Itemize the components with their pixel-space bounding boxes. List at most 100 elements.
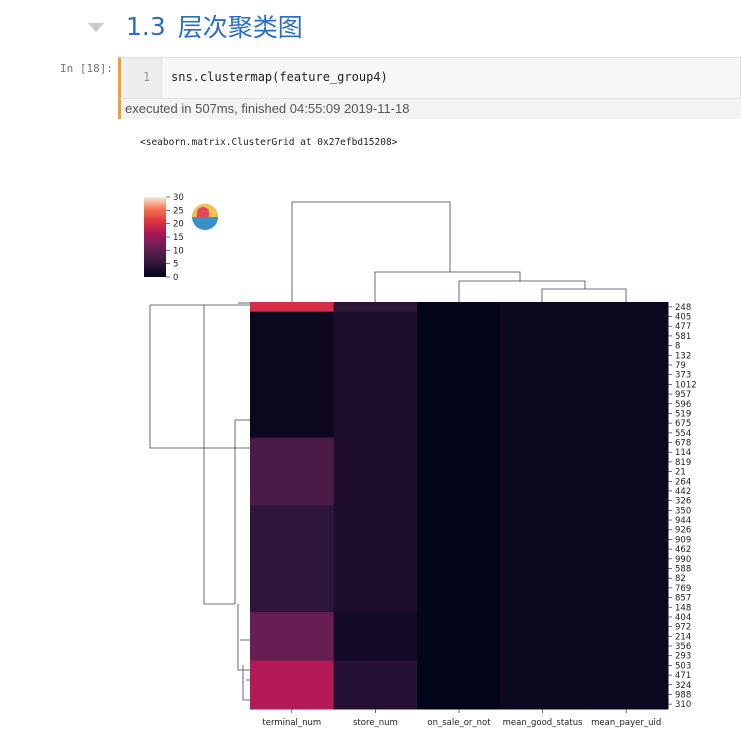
- row-tick-label: 405: [675, 313, 691, 323]
- row-tick-label: 819: [675, 458, 691, 468]
- heatmap-cell: [417, 311, 502, 439]
- row-tick-label: 293: [675, 652, 691, 662]
- row-tick-label: 310: [675, 700, 691, 710]
- heatmap-cell: [333, 302, 418, 313]
- heatmap-cell: [584, 660, 669, 710]
- column-tick-label: mean_payer_uid: [591, 718, 661, 728]
- row-tick-label: 581: [675, 332, 691, 342]
- section-heading: 1.3 层次聚类图: [88, 6, 303, 46]
- row-tick-labels: 2484054775818132793731012957596519675554…: [668, 303, 697, 710]
- heatmap-cell: [333, 437, 418, 506]
- colorbar-tick-labels: 0 5 10 15 20 25 30: [166, 193, 184, 283]
- column-tick-label: store_num: [353, 718, 398, 728]
- heatmap-cell: [250, 437, 335, 506]
- heatmap: [250, 302, 669, 710]
- heatmap-cell: [250, 311, 335, 439]
- row-tick-label: 326: [675, 497, 691, 507]
- chevron-down-icon[interactable]: [88, 22, 104, 32]
- heatmap-cell: [500, 302, 585, 313]
- heatmap-cell: [584, 437, 669, 506]
- colorbar-tick-label: 25: [173, 206, 184, 216]
- heatmap-cell: [500, 612, 585, 662]
- heatmap-cell: [417, 302, 502, 313]
- heatmap-cell: [584, 311, 669, 439]
- collab-icon[interactable]: [192, 204, 218, 230]
- row-tick-label: 214: [675, 632, 691, 642]
- colorbar-tick-label: 30: [173, 193, 184, 203]
- heatmap-cell: [250, 505, 335, 613]
- heatmap-cell: [417, 612, 502, 662]
- row-tick-label: 944: [675, 516, 691, 526]
- heatmap-cell: [584, 302, 669, 313]
- heading-number: 1.3: [126, 11, 166, 41]
- heatmap-cell: [333, 660, 418, 710]
- row-tick-label: 503: [675, 661, 691, 671]
- row-tick-label: 857: [675, 594, 691, 604]
- row-tick-label: 373: [675, 371, 691, 381]
- row-tick-label: 588: [675, 564, 691, 574]
- row-tick-label: 462: [675, 545, 691, 555]
- colorbar-tick-label: 10: [173, 246, 184, 256]
- colorbar-tick-label: 5: [173, 260, 178, 270]
- row-tick-label: 957: [675, 390, 691, 400]
- code-text[interactable]: sns.clustermap(feature_group4): [171, 70, 388, 84]
- row-tick-label: 114: [675, 448, 691, 458]
- line-gutter: [121, 58, 162, 98]
- heatmap-cell: [333, 612, 418, 662]
- row-tick-label: 324: [675, 681, 691, 691]
- heatmap-cell: [500, 660, 585, 710]
- row-tick-label: 596: [675, 400, 691, 410]
- heatmap-cell: [250, 612, 335, 662]
- row-tick-label: 350: [675, 506, 691, 516]
- row-tick-label: 678: [675, 439, 691, 449]
- heatmap-cell: [333, 311, 418, 439]
- row-tick-label: 356: [675, 642, 691, 652]
- heatmap-cell: [500, 311, 585, 439]
- colorbar-tick-label: 15: [173, 233, 184, 243]
- heatmap-cell: [584, 612, 669, 662]
- row-tick-label: 132: [675, 351, 691, 361]
- heatmap-cell: [333, 505, 418, 613]
- row-tick-label: 990: [675, 555, 691, 565]
- heatmap-cell: [584, 505, 669, 613]
- row-tick-label: 477: [675, 322, 691, 332]
- row-tick-label: 21: [675, 468, 686, 478]
- colorbar: [144, 197, 166, 277]
- row-tick-label: 264: [675, 477, 691, 487]
- column-tick-label: on_sale_or_not: [427, 718, 491, 728]
- heatmap-cell: [500, 437, 585, 506]
- heatmap-cell: [500, 505, 585, 613]
- cell-prompt: In [18]:: [60, 62, 113, 75]
- heatmap-cell: [417, 505, 502, 613]
- row-tick-label: 471: [675, 671, 691, 681]
- heatmap-cell: [250, 302, 335, 313]
- execution-status: executed in 507ms, finished 04:55:09 201…: [125, 101, 410, 116]
- column-tick-label: mean_good_status: [503, 718, 583, 728]
- output-repr: <seaborn.matrix.ClusterGrid at 0x27efbd1…: [140, 137, 398, 148]
- row-tick-label: 1012: [675, 380, 697, 390]
- row-tick-label: 519: [675, 409, 691, 419]
- code-cell[interactable]: 1 sns.clustermap(feature_group4): [118, 57, 741, 99]
- row-tick-label: 988: [675, 690, 691, 700]
- row-tick-label: 554: [675, 429, 691, 439]
- column-tick-labels: terminal_num store_num on_sale_or_not mean_…: [262, 709, 661, 728]
- execution-status-bar: executed in 507ms, finished 04:55:09 201…: [118, 99, 741, 119]
- heatmap-cell: [417, 660, 502, 710]
- column-tick-label: terminal_num: [262, 718, 321, 728]
- row-tick-label: 82: [675, 574, 686, 584]
- row-tick-label: 404: [675, 613, 691, 623]
- row-tick-label: 148: [675, 603, 691, 613]
- row-tick-label: 675: [675, 419, 691, 429]
- row-tick-label: 79: [675, 361, 686, 371]
- row-tick-label: 769: [675, 584, 691, 594]
- heatmap-cell: [417, 437, 502, 506]
- heading-title: 层次聚类图: [177, 13, 303, 42]
- colorbar-tick-label: 0: [173, 273, 178, 283]
- colorbar-tick-label: 20: [173, 220, 184, 230]
- row-tick-label: 248: [675, 303, 691, 313]
- line-number: 1: [143, 70, 151, 84]
- row-tick-label: 442: [675, 487, 691, 497]
- column-dendrogram: [291, 201, 627, 302]
- row-tick-label: 909: [675, 535, 691, 545]
